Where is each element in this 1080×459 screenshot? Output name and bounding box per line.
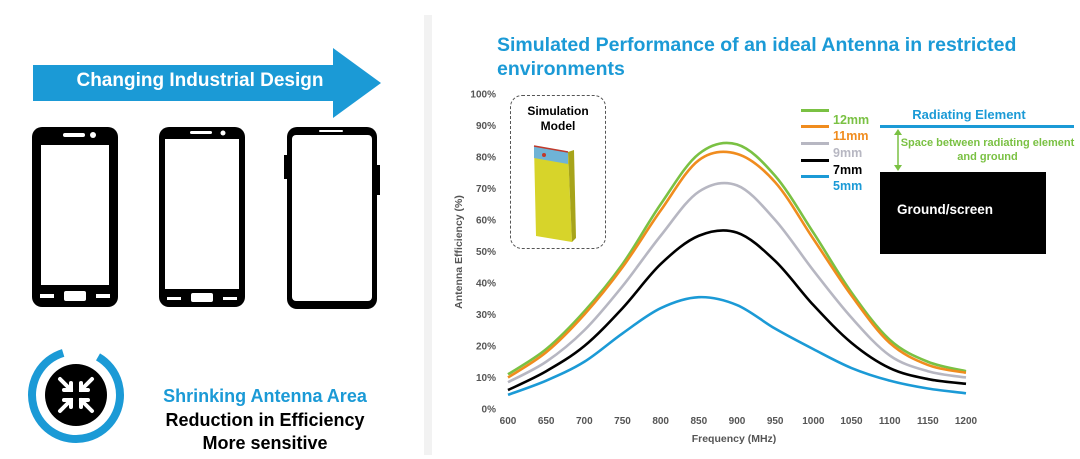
x-tick-label: 750	[614, 416, 631, 427]
phone-icons	[32, 127, 380, 309]
legend-label: 11mm	[833, 129, 869, 143]
series-line-12mm	[507, 141, 967, 376]
phone-icon-old	[32, 127, 118, 307]
ground-screen-block	[880, 172, 1046, 254]
y-tick-label: 70%	[476, 184, 496, 195]
y-tick-label: 80%	[476, 153, 496, 164]
radiating-element-label: Radiating Element	[912, 107, 1026, 122]
y-tick-label: 90%	[476, 121, 496, 132]
y-tick-label: 10%	[476, 373, 496, 384]
radiating-element-line	[880, 125, 1074, 128]
x-tick-label: 650	[538, 416, 555, 427]
series-lines	[507, 141, 967, 397]
spacing-arrow	[894, 129, 902, 171]
arrow-label: Changing Industrial Design	[76, 70, 324, 91]
x-tick-label: 1100	[879, 416, 901, 427]
series-line-7mm	[507, 229, 967, 392]
legend-item-12mm: 12mm	[801, 109, 870, 127]
x-tick-label: 1150	[917, 416, 939, 427]
legend-item-11mm: 11mm	[801, 125, 869, 143]
design-arrow	[33, 48, 381, 118]
y-tick-label: 0%	[482, 405, 497, 416]
legend-label: 5mm	[833, 179, 863, 193]
x-axis-label: Frequency (MHz)	[692, 433, 777, 445]
y-tick-label: 20%	[476, 342, 496, 353]
y-tick-label: 100%	[470, 90, 496, 101]
x-tick-label: 800	[652, 416, 669, 427]
shrink-icon	[27, 347, 124, 444]
legend-item-9mm: 9mm	[801, 142, 863, 160]
y-tick-label: 30%	[476, 310, 496, 321]
x-tick-label: 850	[690, 416, 707, 427]
x-tick-label: 900	[729, 416, 746, 427]
legend-label: 12mm	[833, 113, 870, 127]
legend-item-5mm: 5mm	[801, 175, 863, 193]
chart-title: Simulated Performance of an ideal Antenn…	[497, 34, 1017, 80]
x-tick-label: 1050	[840, 416, 863, 427]
simulation-model-image	[533, 145, 576, 242]
x-axis-ticks: 600 650 700 750 800 850 900 950 1000 1050 1100 1150…	[500, 416, 978, 427]
phone-icon-mid	[159, 127, 245, 307]
legend-label: 9mm	[833, 146, 863, 160]
x-tick-label: 700	[576, 416, 593, 427]
headline-sensitive: More sensitive	[202, 433, 328, 453]
phone-icon-modern	[284, 127, 380, 309]
series-line-9mm	[507, 181, 967, 384]
y-tick-label: 40%	[476, 279, 496, 290]
headline-reduction: Reduction in Efficiency	[165, 410, 365, 430]
headline-shrinking: Shrinking Antenna Area	[163, 386, 367, 406]
legend-label: 7mm	[833, 163, 863, 177]
series-line-11mm	[507, 150, 967, 379]
x-tick-label: 950	[767, 416, 784, 427]
x-tick-label: 600	[500, 416, 517, 427]
legend-item-7mm: 7mm	[801, 159, 863, 177]
simulation-model-label: Simulation Model	[527, 104, 589, 133]
y-axis-ticks: 0% 10% 20% 30% 40% 50% 60% 70% 80% 90% 100%	[470, 90, 496, 416]
spacing-label: Space between radiating element and grou…	[900, 137, 1075, 163]
x-tick-label: 1000	[802, 416, 825, 427]
y-axis-label: Antenna Efficiency (%)	[453, 195, 465, 309]
simulation-model-box	[510, 95, 606, 249]
x-tick-label: 1200	[955, 416, 978, 427]
y-tick-label: 60%	[476, 216, 496, 227]
panel-divider	[424, 15, 432, 455]
series-line-5mm	[507, 295, 967, 397]
efficiency-chart: 0% 10% 20% 30% 40% 50% 60% 70% 80% 90% 100% 600 650…	[453, 90, 978, 446]
y-tick-label: 50%	[476, 247, 496, 258]
ground-screen-label: Ground/screen	[896, 202, 994, 217]
